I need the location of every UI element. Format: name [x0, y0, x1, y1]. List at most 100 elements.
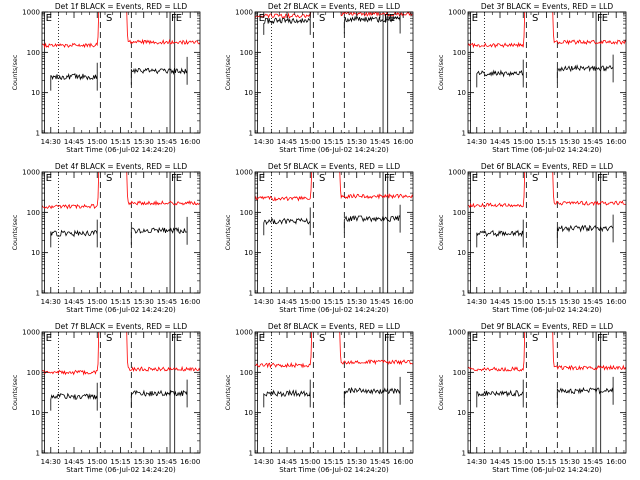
events-rate-line — [50, 382, 98, 411]
marker-label-f: F — [384, 333, 390, 344]
y-tick-label: 1 — [462, 290, 466, 298]
events-rate-line — [263, 12, 311, 35]
x-tick-label: 15:00 — [87, 138, 107, 146]
x-tick-label: 16:00 — [393, 138, 413, 146]
y-axis-label: Counts/sec — [224, 54, 232, 90]
events-rate-line — [263, 379, 311, 408]
events-rate-line — [476, 219, 524, 248]
panel-title: Det 9f BLACK = Events, RED = LLD — [481, 322, 614, 331]
x-tick-label: 15:30 — [560, 138, 580, 146]
y-tick-label: 1 — [249, 290, 253, 298]
marker-label-e: E — [176, 333, 182, 344]
x-tick-label: 15:00 — [87, 298, 107, 306]
y-axis-label: Counts/sec — [11, 54, 19, 90]
x-tick-label: 15:15 — [536, 138, 556, 146]
x-tick-label: 14:30 — [254, 138, 274, 146]
marker-label-e: E — [259, 333, 265, 344]
x-axis-label: Start Time (06-Jul-02 14:24:20) — [492, 466, 602, 474]
y-tick-label: 1 — [249, 130, 253, 138]
x-tick-label: 15:15 — [323, 138, 343, 146]
x-tick-label: 14:45 — [64, 458, 84, 466]
y-tick-label: 10 — [457, 89, 466, 97]
y-tick-label: 10 — [31, 89, 40, 97]
y-axis-label: Counts/sec — [224, 214, 232, 250]
detector-panel: Det 1f BLACK = Events, RED = LLD 1 10 100 10… — [11, 2, 201, 154]
x-tick-label: 15:15 — [323, 298, 343, 306]
marker-label-s: S — [319, 173, 325, 184]
x-tick-label: 15:45 — [157, 458, 177, 466]
x-tick-label: 14:45 — [64, 298, 84, 306]
x-tick-label: 15:00 — [87, 458, 107, 466]
lld-rate-line — [552, 332, 626, 371]
x-tick-label: 16:00 — [606, 458, 626, 466]
detector-panel: Det 7f BLACK = Events, RED = LLD 1 10 100 10… — [11, 322, 201, 474]
x-axis-label: Start Time (06-Jul-02 14:24:20) — [279, 466, 389, 474]
x-tick-label: 14:30 — [467, 458, 487, 466]
x-tick-label: 15:45 — [583, 298, 603, 306]
panel-title: Det 2f BLACK = Events, RED = LLD — [268, 2, 401, 11]
detector-panel: Det 5f BLACK = Events, RED = LLD 1 10 100 10… — [224, 162, 414, 314]
plot-area — [255, 172, 413, 293]
marker-label-e: E — [259, 13, 265, 24]
x-tick-label: 15:00 — [300, 458, 320, 466]
x-tick-label: 16:00 — [393, 458, 413, 466]
lld-rate-line — [42, 12, 100, 49]
y-tick-label: 100 — [240, 209, 253, 217]
events-rate-line — [130, 216, 188, 245]
x-tick-label: 14:45 — [490, 298, 510, 306]
y-tick-label: 1 — [249, 450, 253, 458]
lld-rate-line — [255, 332, 313, 369]
axes-frame — [467, 171, 627, 294]
y-tick-label: 1000 — [22, 169, 40, 177]
events-rate-line — [130, 56, 188, 85]
marker-label-e: E — [389, 333, 395, 344]
marker-label-s: S — [532, 173, 538, 184]
x-tick-label: 14:30 — [254, 458, 274, 466]
lld-rate-line — [126, 172, 200, 206]
lld-rate-line — [468, 12, 526, 49]
marker-label-f: F — [171, 173, 177, 184]
lld-rate-line — [126, 12, 200, 46]
panel-title: Det 6f BLACK = Events, RED = LLD — [481, 162, 614, 171]
x-tick-label: 16:00 — [180, 298, 200, 306]
x-axis-label: Start Time (06-Jul-02 14:24:20) — [66, 146, 176, 154]
panel-title: Det 3f BLACK = Events, RED = LLD — [481, 2, 614, 11]
y-axis-label: Counts/sec — [11, 214, 19, 250]
x-axis-label: Start Time (06-Jul-02 14:24:20) — [492, 146, 602, 154]
y-tick-label: 1000 — [22, 329, 40, 337]
plot-area — [468, 172, 626, 293]
x-tick-label: 15:15 — [110, 458, 130, 466]
marker-label-s: S — [106, 333, 112, 344]
axes-frame — [41, 171, 201, 294]
y-tick-label: 100 — [240, 369, 253, 377]
marker-label-e: E — [472, 333, 478, 344]
marker-label-e: E — [602, 333, 608, 344]
y-tick-label: 1 — [36, 290, 40, 298]
marker-label-e: E — [472, 173, 478, 184]
marker-label-e: E — [176, 173, 182, 184]
x-tick-label: 14:45 — [277, 298, 297, 306]
x-tick-label: 15:00 — [300, 138, 320, 146]
x-tick-label: 14:30 — [254, 298, 274, 306]
marker-label-f: F — [597, 173, 603, 184]
marker-label-e: E — [46, 173, 52, 184]
axes-frame — [467, 331, 627, 454]
marker-label-f: F — [597, 333, 603, 344]
y-tick-label: 100 — [27, 49, 40, 57]
x-tick-label: 15:15 — [536, 298, 556, 306]
events-rate-line — [556, 54, 614, 83]
lld-rate-line — [468, 172, 526, 209]
marker-label-e: E — [259, 173, 265, 184]
x-tick-label: 14:45 — [490, 458, 510, 466]
y-tick-label: 1000 — [22, 9, 40, 17]
x-tick-label: 15:15 — [323, 458, 343, 466]
panel-title: Det 7f BLACK = Events, RED = LLD — [55, 322, 188, 331]
lld-rate-line — [468, 332, 526, 372]
y-tick-label: 10 — [244, 249, 253, 257]
lld-rate-line — [552, 12, 626, 46]
x-tick-label: 14:30 — [41, 138, 61, 146]
detector-panel: Det 8f BLACK = Events, RED = LLD 1 10 100 10… — [224, 322, 414, 474]
y-axis-label: Counts/sec — [11, 374, 19, 410]
x-tick-label: 14:45 — [277, 458, 297, 466]
